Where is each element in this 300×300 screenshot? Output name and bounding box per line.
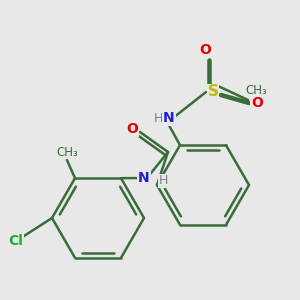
Text: H: H (153, 112, 163, 124)
Text: O: O (251, 96, 263, 110)
Text: N: N (163, 111, 175, 125)
Text: CH₃: CH₃ (56, 146, 78, 159)
Text: S: S (208, 85, 218, 100)
Text: N: N (138, 171, 150, 185)
Text: O: O (126, 122, 138, 136)
Text: Cl: Cl (9, 234, 23, 248)
Text: O: O (199, 43, 211, 57)
Text: H: H (158, 175, 168, 188)
Text: CH₃: CH₃ (245, 83, 267, 97)
